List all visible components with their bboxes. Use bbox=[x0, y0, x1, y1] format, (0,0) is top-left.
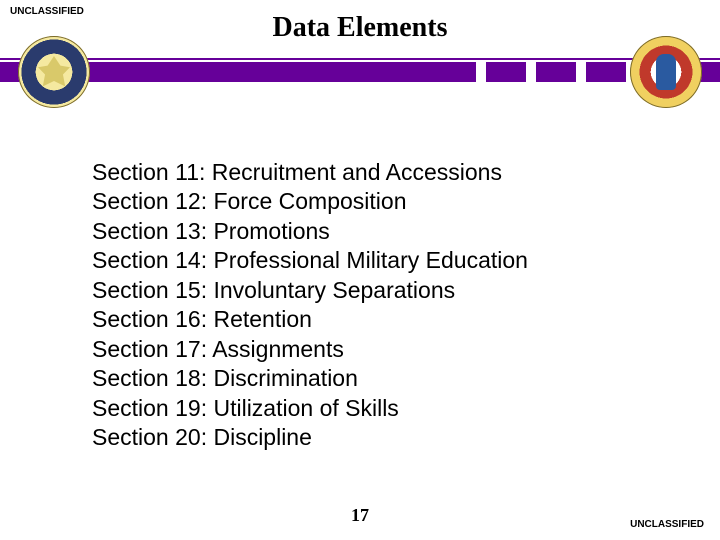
section-line: Section 15: Involuntary Separations bbox=[92, 276, 680, 305]
page-number: 17 bbox=[0, 505, 720, 526]
accent-segment bbox=[586, 62, 626, 82]
accent-segment bbox=[486, 62, 526, 82]
sections-list: Section 11: Recruitment and AccessionsSe… bbox=[92, 158, 680, 452]
section-line: Section 12: Force Composition bbox=[92, 187, 680, 216]
accent-segment bbox=[536, 62, 576, 82]
dod-seal-icon bbox=[18, 36, 90, 108]
section-line: Section 13: Promotions bbox=[92, 217, 680, 246]
classification-bottom: UNCLASSIFIED bbox=[630, 519, 704, 530]
section-line: Section 16: Retention bbox=[92, 305, 680, 334]
section-line: Section 17: Assignments bbox=[92, 335, 680, 364]
page-title: Data Elements bbox=[0, 12, 720, 44]
national-guard-seal-icon bbox=[630, 36, 702, 108]
accent-thin-line bbox=[0, 58, 720, 60]
section-line: Section 20: Discipline bbox=[92, 423, 680, 452]
section-line: Section 18: Discrimination bbox=[92, 364, 680, 393]
section-line: Section 19: Utilization of Skills bbox=[92, 394, 680, 423]
section-line: Section 14: Professional Military Educat… bbox=[92, 246, 680, 275]
section-line: Section 11: Recruitment and Accessions bbox=[92, 158, 680, 187]
header-accent-bar bbox=[0, 58, 720, 106]
